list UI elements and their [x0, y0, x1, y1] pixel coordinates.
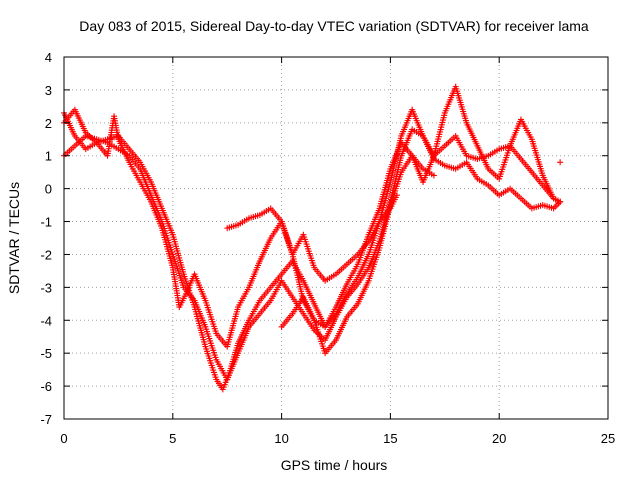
y-tick-label: -7 — [40, 412, 52, 427]
y-tick-label: 1 — [45, 149, 52, 164]
data-point — [557, 198, 564, 205]
tick-marks — [63, 56, 609, 420]
y-tick-label: -1 — [40, 215, 52, 230]
data-point — [430, 172, 437, 179]
data-point — [557, 159, 564, 166]
x-tick-label: 0 — [60, 431, 67, 446]
chart-title: Day 083 of 2015, Sidereal Day-to-day VTE… — [79, 18, 589, 34]
y-tick-label: 3 — [45, 83, 52, 98]
y-tick-labels: 4 3 2 1 0 -1 -2 -3 -4 -5 -6 -7 — [40, 50, 52, 427]
x-tick-label: 5 — [169, 431, 176, 446]
x-tick-label: 20 — [492, 431, 506, 446]
x-axis-label: GPS time / hours — [281, 457, 388, 473]
y-tick-label: 4 — [45, 50, 52, 65]
y-tick-label: 2 — [45, 116, 52, 131]
y-axis-label: SDTVAR / TECUs — [6, 182, 22, 294]
grid-lines — [64, 57, 608, 419]
x-tick-labels: 0 5 10 15 20 25 — [60, 431, 615, 446]
x-tick-label: 10 — [274, 431, 288, 446]
y-tick-label: -2 — [40, 247, 52, 262]
y-tick-label: -3 — [40, 280, 52, 295]
y-tick-label: -4 — [40, 313, 52, 328]
y-tick-label: -6 — [40, 379, 52, 394]
y-tick-label: 0 — [45, 182, 52, 197]
plot-frame — [63, 56, 609, 420]
y-tick-label: -5 — [40, 346, 52, 361]
x-tick-label: 25 — [601, 431, 615, 446]
data-points — [61, 83, 564, 393]
x-tick-label: 15 — [383, 431, 397, 446]
